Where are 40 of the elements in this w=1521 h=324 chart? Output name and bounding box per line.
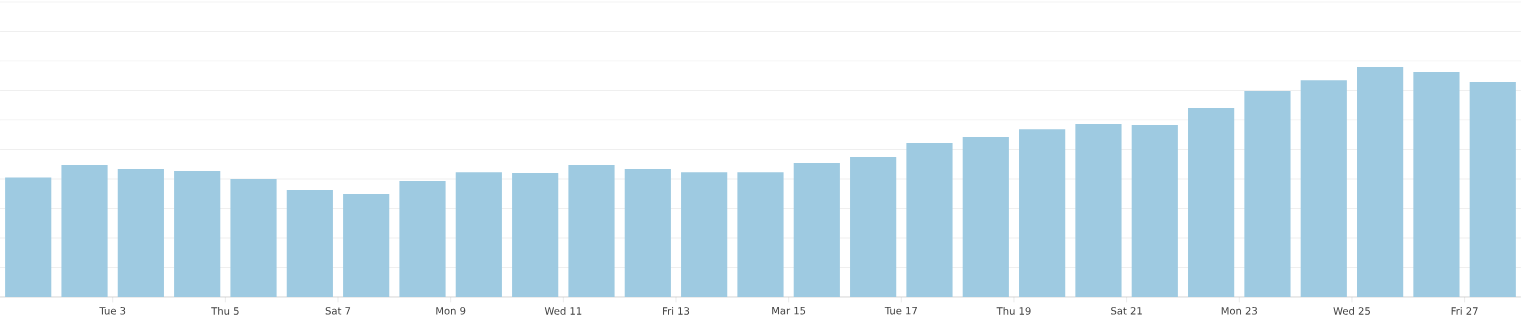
bar [230, 179, 277, 297]
bar [681, 172, 728, 297]
x-tick-label: Sat 21 [1111, 307, 1142, 315]
bar [286, 190, 333, 297]
bar [455, 172, 502, 297]
bar [1469, 82, 1516, 297]
x-tick-label: Mon 23 [1221, 307, 1257, 315]
bar [174, 170, 221, 297]
bar [962, 136, 1009, 297]
bar [1131, 125, 1178, 297]
x-tick-label: Fri 27 [1451, 307, 1478, 315]
bar [399, 181, 446, 297]
bar [512, 173, 559, 297]
bar [568, 165, 615, 297]
bar [1244, 90, 1291, 297]
x-tick-label: Thu 5 [211, 307, 239, 315]
bar [737, 172, 784, 297]
x-tick-label: Thu 19 [996, 307, 1031, 315]
bar [1019, 129, 1066, 297]
bar [117, 168, 164, 297]
bar [1300, 80, 1347, 297]
x-tick-label: Fri 13 [663, 307, 690, 315]
x-tick-label: Mar 15 [772, 307, 806, 315]
bar [343, 193, 390, 297]
bar [5, 177, 52, 297]
bar [906, 142, 953, 297]
x-tick-label: Wed 25 [1333, 307, 1370, 315]
x-tick-label: Sat 7 [325, 307, 351, 315]
x-tick-label: Tue 3 [99, 307, 126, 315]
bar [793, 162, 840, 297]
bar [61, 165, 108, 297]
bar [624, 168, 671, 297]
x-tick-label: Wed 11 [544, 307, 582, 315]
bar [1357, 67, 1404, 297]
bar [1075, 124, 1122, 297]
bar [850, 156, 897, 297]
bar [1188, 107, 1235, 297]
bar [1413, 72, 1460, 297]
x-tick-label: Mon 9 [436, 307, 466, 315]
x-tick-label: Tue 17 [884, 307, 917, 315]
